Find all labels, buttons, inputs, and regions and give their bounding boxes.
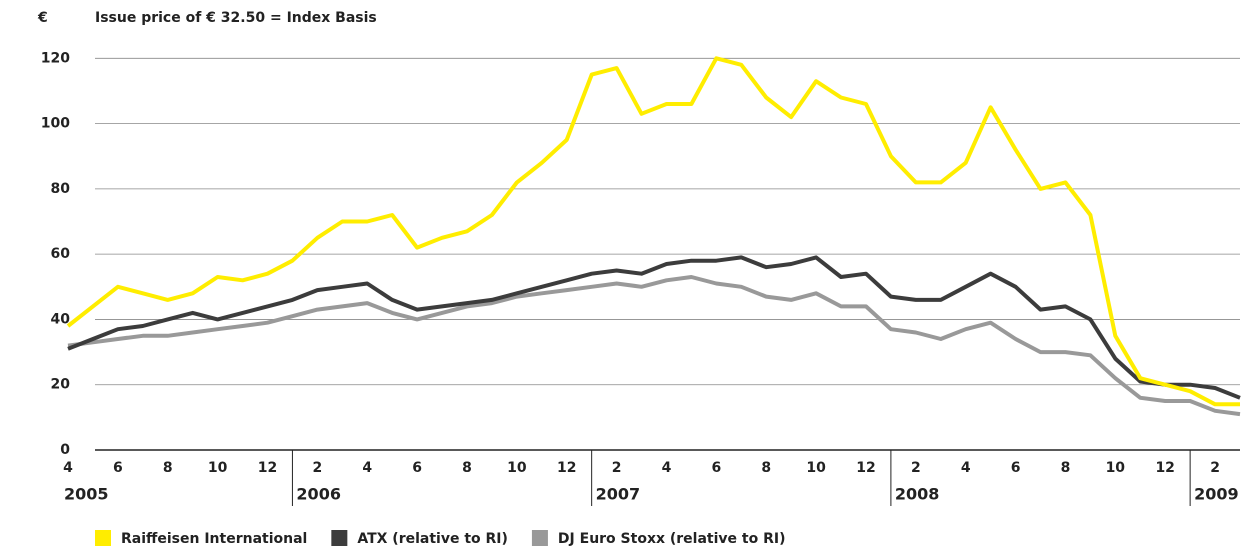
x-tick-label: 4 xyxy=(961,460,971,476)
x-tick-label: 2 xyxy=(312,460,322,476)
x-tick-label: 8 xyxy=(1061,460,1071,476)
x-tick-label: 12 xyxy=(1155,460,1174,476)
year-label: 2008 xyxy=(895,485,940,504)
series-line xyxy=(66,56,1240,407)
legend-swatch xyxy=(95,530,111,546)
x-tick-label: 8 xyxy=(761,460,771,476)
x-tick-label: 2 xyxy=(911,460,921,476)
x-tick-label: 2 xyxy=(1210,460,1220,476)
series-line xyxy=(67,275,1241,417)
y-tick-label: 40 xyxy=(51,311,71,327)
x-tick-label: 12 xyxy=(557,460,576,476)
y-tick-label: 120 xyxy=(41,50,70,66)
x-tick-label: 6 xyxy=(711,460,721,476)
year-label: 2006 xyxy=(296,485,341,504)
legend-swatch xyxy=(331,530,348,546)
x-tick-label: 10 xyxy=(806,460,826,476)
x-tick-label: 2 xyxy=(612,460,622,476)
x-tick-label: 4 xyxy=(662,460,672,476)
year-label: 2005 xyxy=(64,485,109,504)
y-unit: € xyxy=(37,10,48,26)
y-tick-label: 0 xyxy=(60,442,70,458)
x-tick-label: 10 xyxy=(507,460,527,476)
x-tick-label: 12 xyxy=(856,460,875,476)
series-line xyxy=(67,255,1241,400)
x-tick-label: 10 xyxy=(1106,460,1126,476)
x-tick-label: 6 xyxy=(113,460,123,476)
legend-label: ATX (relative to RI) xyxy=(357,531,508,547)
legend-label: Raiffeisen International xyxy=(121,531,307,547)
y-tick-label: 100 xyxy=(41,116,70,132)
legend-label: DJ Euro Stoxx (relative to RI) xyxy=(558,531,786,547)
year-label: 2007 xyxy=(596,485,641,504)
x-tick-label: 4 xyxy=(362,460,372,476)
y-tick-label: 60 xyxy=(51,246,71,262)
y-tick-label: 20 xyxy=(51,377,71,393)
x-tick-label: 6 xyxy=(1011,460,1021,476)
x-tick-label: 12 xyxy=(258,460,277,476)
x-tick-label: 4 xyxy=(63,460,73,476)
year-label: 2009 xyxy=(1194,485,1239,504)
x-tick-label: 10 xyxy=(208,460,228,476)
x-tick-label: 8 xyxy=(462,460,472,476)
x-tick-label: 8 xyxy=(163,460,173,476)
legend-swatch xyxy=(531,530,548,546)
x-tick-label: 6 xyxy=(412,460,422,476)
chart-subtitle: Issue price of € 32.50 = Index Basis xyxy=(95,10,377,26)
y-tick-label: 80 xyxy=(51,181,71,197)
